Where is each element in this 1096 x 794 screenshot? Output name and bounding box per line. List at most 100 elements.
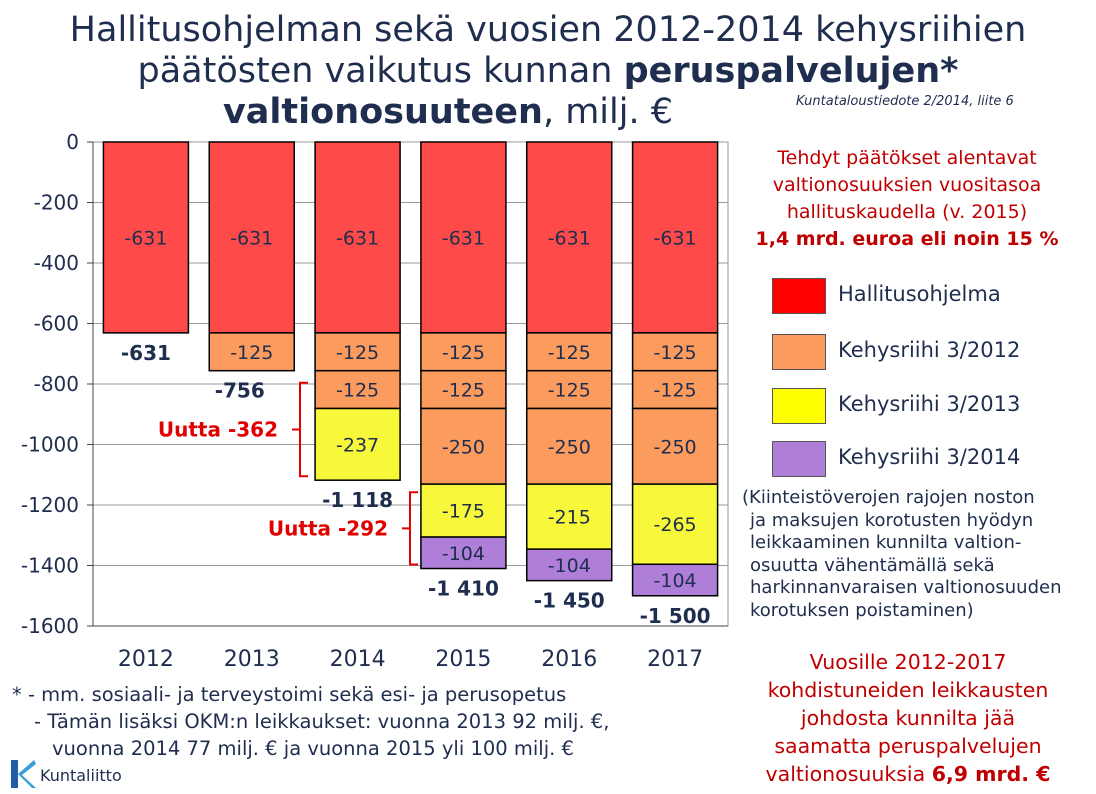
- segment-value-label: -125: [230, 342, 273, 364]
- segment-value-label: -175: [442, 501, 485, 523]
- segment-value-label: -125: [548, 380, 591, 402]
- x-tick-label: 2013: [224, 647, 280, 672]
- bar-segment: [420, 483, 507, 538]
- bar-segment: [420, 407, 507, 485]
- footnote-line-1: * - mm. sosiaali- ja terveystoimi sekä e…: [12, 683, 567, 706]
- footnote-line-2: - Tämän lisäksi OKM:n leikkaukset: vuonn…: [34, 710, 610, 733]
- segment-value-label: -631: [442, 227, 485, 249]
- top-note-line-1: Tehdyt päätökset alentavat: [777, 147, 1037, 169]
- bar-segment: [631, 483, 719, 566]
- segment-value-label: -631: [336, 227, 379, 249]
- legend-item-kehysriihi-2013: Kehysriihi 3/2013: [772, 388, 1092, 424]
- footnote-line-3: vuonna 2014 77 milj. € ja vuonna 2015 yl…: [52, 737, 574, 760]
- source-note: Kuntataloustiedote 2/2014, liite 6: [796, 94, 1014, 109]
- y-tick-label: 0: [66, 130, 79, 154]
- middle-note-line: korotuksen poistaminen): [750, 599, 974, 621]
- legend-label-kehysriihi-2013: Kehysriihi 3/2013: [838, 392, 1021, 416]
- y-tick-label: -1600: [21, 614, 79, 638]
- top-note-line-3: hallituskaudella (v. 2015): [786, 201, 1028, 223]
- x-tick-label: 2015: [435, 647, 491, 672]
- bottom-note-line-2: kohdistuneiden leikkausten: [767, 678, 1049, 702]
- middle-note-line: harkinnanvaraisen valtionosuuden: [750, 577, 1062, 598]
- segment-value-label: -104: [654, 570, 697, 592]
- bar-segment: [631, 332, 719, 372]
- legend-item-kehysriihi-2012: Kehysriihi 3/2012: [772, 334, 1092, 370]
- segment-value-label: -125: [548, 342, 591, 364]
- segment-value-label: -265: [654, 514, 697, 536]
- kuntaliitto-logo: Kuntaliitto: [8, 758, 208, 790]
- legend-label-kehysriihi-2014: Kehysriihi 3/2014: [838, 445, 1021, 469]
- top-note-bold: 1,4 mrd. euroa eli noin 15 %: [755, 228, 1059, 250]
- legend-swatch-kehysriihi-2013: [772, 388, 826, 424]
- bar-segment: [526, 141, 613, 334]
- kuntaliitto-logo-icon: [11, 760, 36, 788]
- bar-segment: [526, 332, 613, 372]
- middle-note-line: osuutta vähentämällä sekä: [750, 554, 995, 576]
- bar-segment: [314, 407, 401, 481]
- top-note-line-2: valtionosuuksien vuositasoa: [772, 174, 1042, 196]
- middle-note-line: (Kiinteistöverojen rajojen noston: [742, 487, 1035, 508]
- bottom-note-line-1: Vuosille 2012-2017: [809, 650, 1007, 674]
- annotation-bracket: [402, 491, 418, 566]
- annotation-label: Uutta -292: [268, 516, 388, 540]
- segment-value-label: -125: [336, 342, 379, 364]
- segment-value-label: -104: [442, 543, 485, 565]
- segment-value-label: -104: [548, 555, 591, 577]
- segment-value-label: -125: [654, 380, 697, 402]
- title-line-3: valtionosuuteen, milj. €: [0, 92, 1096, 133]
- bar-segment: [102, 141, 190, 334]
- x-tick-label: 2016: [541, 647, 597, 672]
- title-line-2: päätösten vaikutus kunnan peruspalveluje…: [0, 51, 1096, 92]
- segment-value-label: -125: [442, 380, 485, 402]
- segment-value-label: -125: [442, 342, 485, 364]
- bar-segment: [631, 407, 719, 485]
- y-tick-label: -600: [34, 312, 79, 336]
- bar-segment: [420, 536, 507, 570]
- x-tick-label: 2014: [330, 647, 386, 672]
- bar-segment: [314, 369, 401, 410]
- segment-value-label: -250: [442, 436, 485, 458]
- annotation-label: Uutta -362: [158, 417, 278, 441]
- total-value-label: -756: [215, 379, 265, 403]
- segment-value-label: -631: [654, 227, 697, 249]
- total-value-label: -631: [121, 341, 171, 365]
- total-value-label: -1 118: [322, 488, 393, 512]
- bar-segment: [420, 141, 507, 334]
- title-line-2-bold: peruspalvelujen*: [623, 51, 959, 91]
- bar-segment: [208, 332, 295, 372]
- segment-value-label: -125: [336, 380, 379, 402]
- middle-note-line: ja maksujen korotusten hyödyn: [750, 509, 1034, 531]
- bar-segment: [314, 332, 401, 372]
- annotation-bracket: [292, 381, 308, 478]
- bar-segment: [631, 563, 719, 597]
- bottom-note-line-3: johdosta kunnilta jää: [800, 706, 1016, 730]
- segment-value-label: -125: [654, 342, 697, 364]
- total-value-label: -1 500: [640, 604, 711, 628]
- y-tick-label: -1400: [21, 554, 79, 578]
- title-line-2-normal: päätösten vaikutus kunnan: [137, 51, 624, 91]
- y-tick-label: -1200: [21, 493, 79, 517]
- middle-note: (Kiinteistöverojen rajojen noston ja mak…: [742, 487, 1092, 622]
- bottom-note: Vuosille 2012-2017 kohdistuneiden leikka…: [728, 648, 1088, 788]
- bottom-note-line-5: valtionosuuksia 6,9 mrd. €: [765, 762, 1051, 786]
- segment-value-label: -250: [548, 436, 591, 458]
- segment-value-label: -631: [124, 227, 167, 249]
- y-tick-label: -800: [34, 372, 79, 396]
- legend-swatch-hallitusohjelma: [772, 278, 826, 314]
- x-tick-label: 2012: [118, 647, 174, 672]
- legend-label-kehysriihi-2012: Kehysriihi 3/2012: [838, 338, 1021, 362]
- legend-label-hallitusohjelma: Hallitusohjelma: [838, 282, 1001, 306]
- chart-title: Hallitusohjelman sekä vuosien 2012-2014 …: [0, 10, 1096, 133]
- bar-segment: [314, 141, 401, 334]
- segment-value-label: -631: [548, 227, 591, 249]
- y-tick-label: -200: [34, 191, 79, 215]
- bar-segment: [526, 369, 613, 410]
- bar-segment: [208, 141, 295, 334]
- segment-value-label: -250: [654, 436, 697, 458]
- middle-note-line: leikkaaminen kunnilta valtion-: [750, 532, 1022, 553]
- logo-text: Kuntaliitto: [40, 766, 122, 785]
- segment-value-label: -631: [230, 227, 273, 249]
- bar-segment: [631, 369, 719, 410]
- legend-swatch-kehysriihi-2012: [772, 334, 826, 370]
